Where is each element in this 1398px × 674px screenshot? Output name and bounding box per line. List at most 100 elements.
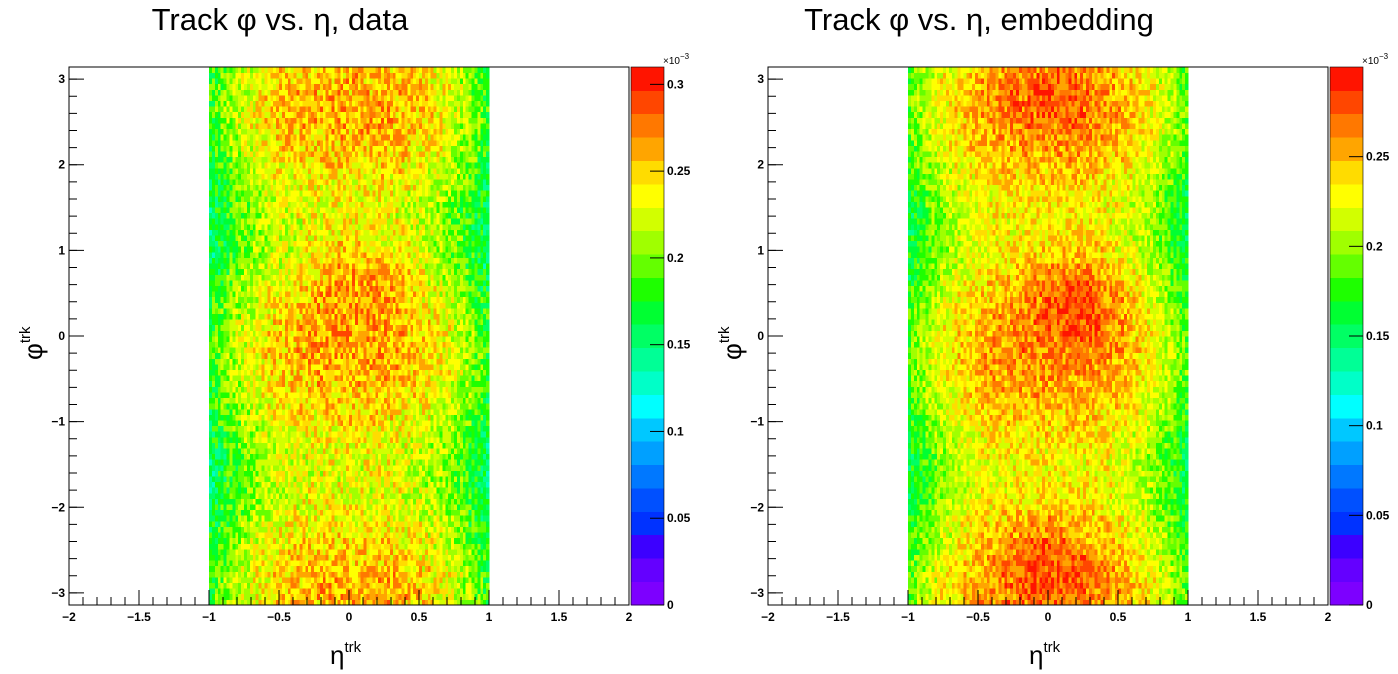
heatmap-cell [334,588,338,595]
heatmap-cell [226,358,230,365]
heatmap-cell [273,509,277,516]
heatmap-cell [299,436,303,443]
heatmap-cell [273,179,277,186]
heatmap-cell [255,195,259,202]
heatmap-cell [296,459,300,466]
heatmap-cell [316,459,321,466]
heatmap-cell [314,223,318,230]
heatmap-cell [351,67,356,73]
heatmap-cell [302,498,306,505]
heatmap-cell [255,151,259,158]
heatmap-cell [232,195,236,202]
heatmap-cell [226,167,230,174]
heatmap-cell [229,67,233,73]
heatmap-cell [255,515,259,522]
heatmap-cell [232,207,236,214]
heatmap-cell [314,78,318,85]
heatmap-cell [346,195,350,202]
heatmap-cell [354,279,359,286]
heatmap-cell [246,341,251,348]
heatmap-cell [276,431,280,438]
heatmap-cell [279,218,283,225]
heatmap-cell [311,515,315,522]
heatmap-cell [238,251,242,258]
heatmap-cell [252,352,257,359]
heatmap-cell [316,100,321,107]
heatmap-cell [252,425,257,432]
heatmap-cell [331,576,335,583]
heatmap-cell [340,548,344,555]
heatmap-cell [235,201,239,208]
heatmap-cell [255,246,259,253]
heatmap-cell [314,285,318,292]
heatmap-cell [346,128,350,135]
heatmap-cell [340,195,344,202]
heatmap-cell [238,324,242,331]
heatmap-cell [217,319,222,326]
heatmap-cell [229,498,233,505]
heatmap-cell [357,526,362,533]
heatmap-cell [211,291,216,298]
heatmap-cell [296,190,300,197]
heatmap-cell [311,240,315,247]
heatmap-cell [328,117,332,124]
heatmap-cell [299,330,303,337]
heatmap-cell [296,145,300,152]
heatmap-cell [299,201,303,208]
heatmap-cell [209,375,213,382]
heatmap-cell [302,268,306,275]
heatmap-cell [340,302,344,309]
heatmap-cell [238,274,242,281]
heatmap-cell [314,151,318,158]
heatmap-cell [238,459,242,466]
heatmap-cell [337,302,341,309]
heatmap-cell [270,223,274,230]
heatmap-cell [346,235,350,242]
heatmap-cell [267,139,271,146]
heatmap-cell [293,380,297,387]
heatmap-cell [214,380,219,387]
heatmap-cell [255,235,259,242]
heatmap-cell [340,123,344,130]
heatmap-cell [349,576,353,583]
heatmap-cell [229,162,233,169]
heatmap-cell [226,257,230,264]
heatmap-cell [220,229,224,236]
heatmap-cell [264,571,268,578]
heatmap-cell [238,487,242,494]
heatmap-cell [293,100,297,107]
heatmap-cell [226,554,230,561]
heatmap-cell [244,576,248,583]
heatmap-cell [226,190,230,197]
heatmap-cell [354,515,359,522]
heatmap-cell [261,263,265,270]
heatmap-cell [226,487,230,494]
heatmap-cell [235,403,239,410]
heatmap-cell [296,425,300,432]
heatmap-cell [276,442,280,449]
heatmap-cell [249,476,254,483]
heatmap-cell [340,223,344,230]
heatmap-cell [308,179,312,186]
heatmap-cell [273,268,277,275]
heatmap-cell [264,431,268,438]
heatmap-cell [252,274,257,281]
heatmap-cell [281,207,286,214]
heatmap-cell [354,526,359,533]
heatmap-cell [319,128,324,135]
heatmap-cell [346,162,350,169]
heatmap-cell [220,470,224,477]
heatmap-cell [311,291,315,298]
heatmap-cell [337,173,341,180]
heatmap-cell [308,352,312,359]
heatmap-cell [246,268,251,275]
heatmap-cell [331,268,335,275]
heatmap-cell [287,380,292,387]
heatmap-cell [279,173,283,180]
heatmap-cell [261,83,265,90]
heatmap-cell [241,492,245,499]
heatmap-cell [261,291,265,298]
heatmap-cell [276,156,280,163]
heatmap-cell [314,369,318,376]
heatmap-cell [293,470,297,477]
